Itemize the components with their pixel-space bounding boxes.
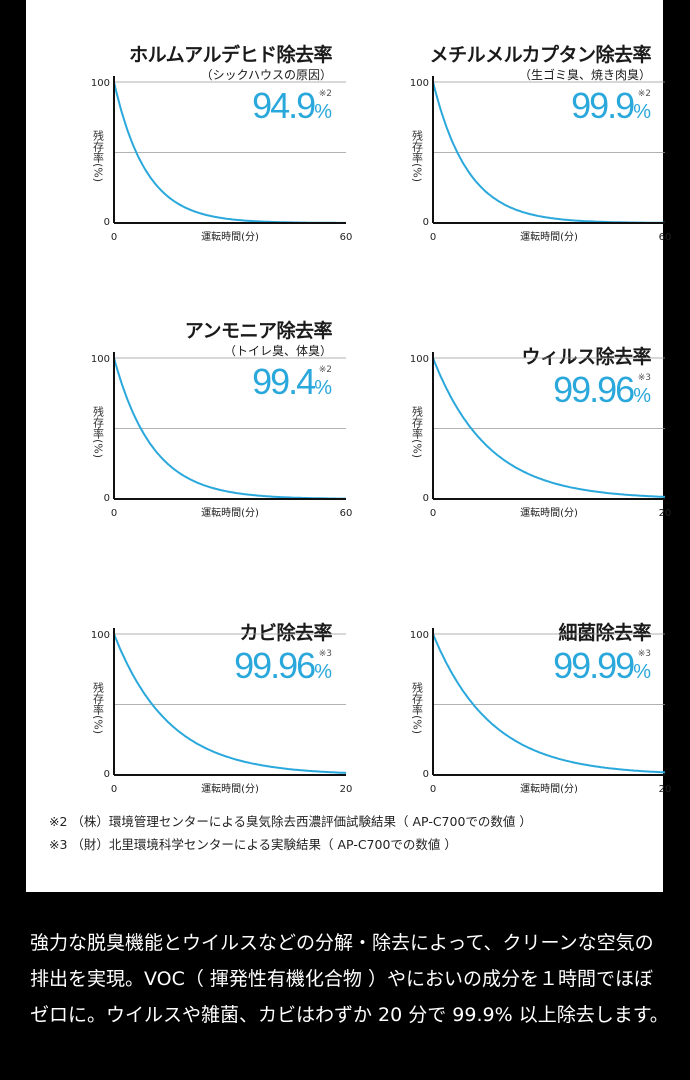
x-axis-label: 運転時間(分) — [201, 231, 259, 243]
rate-unit: % — [314, 101, 332, 123]
decay-plot: 100 00 20 運転時間(分) — [91, 628, 353, 795]
chart-methyl-mercaptan: メチルメルカプタン除去率 （生ゴミ臭、焼き肉臭） 99.9% ※2 残存率(%) 100 0… — [375, 40, 675, 300]
removal-rate-value: 99.9% ※2 — [571, 88, 651, 124]
y-axis-label: 残存率(%) — [91, 682, 105, 735]
rate-number: 99.96 — [553, 369, 635, 410]
decay-plot: 100 00 60 運転時間(分) — [91, 76, 353, 243]
chart-bacteria: 細菌除去率 99.99% ※3 残存率(%) 100 0 0 20 運転時間(分) — [375, 592, 675, 852]
x-tick-0: 0 — [111, 232, 117, 243]
rate-footnote-mark: ※2 — [637, 89, 651, 99]
decay-curve — [113, 633, 347, 774]
y-axis-label: 残存率(%) — [410, 406, 424, 459]
decay-plot: 100 00 60 運転時間(分) — [410, 76, 672, 243]
removal-rate-value: 99.96% ※3 — [553, 372, 651, 408]
chart-subtitle: （生ゴミ臭、焼き肉臭） — [518, 68, 651, 82]
x-tick-max: 60 — [340, 508, 353, 519]
removal-rate-value: 99.4% ※2 — [252, 364, 332, 400]
x-tick-0: 0 — [430, 508, 436, 519]
decay-plot: 100 00 60 運転時間(分) — [91, 352, 353, 519]
chart-title: ウィルス除去率 — [521, 346, 651, 368]
decay-plot: 100 00 20 運転時間(分) — [410, 352, 672, 519]
y-tick-0: 0 — [423, 769, 429, 780]
removal-rate-value: 94.9% ※2 — [252, 88, 332, 124]
chart-virus: ウィルス除去率 99.96% ※3 残存率(%) 100 0 0 20 運転時間(分) — [375, 316, 675, 576]
x-tick-max: 20 — [659, 508, 672, 519]
footnote-2: ※2 （株）環境管理センターによる臭気除去西濃評価試験結果（ AP-C700での… — [49, 814, 532, 829]
chart-title: メチルメルカプタン除去率 — [429, 44, 652, 66]
caption-text: 強力な脱臭機能とウイルスなどの分解・除去によって、クリーンな空気の排出を実現。V… — [30, 932, 669, 1026]
rate-number: 99.96 — [234, 645, 316, 686]
x-tick-0: 0 — [111, 784, 117, 795]
x-tick-max: 20 — [659, 784, 672, 795]
rate-number: 99.99 — [553, 645, 635, 686]
chart-subtitle: （シックハウスの原因） — [200, 68, 332, 82]
y-axis-label: 残存率(%) — [91, 406, 105, 459]
x-tick-0: 0 — [430, 784, 436, 795]
y-tick-100: 100 — [410, 630, 429, 641]
chart-mold: カビ除去率 99.96% ※3 残存率(%) 100 0 0 20 運転時間(分) — [56, 592, 356, 852]
y-tick-100: 100 — [91, 630, 110, 641]
y-axis-label: 残存率(%) — [91, 130, 105, 183]
rate-unit: % — [314, 661, 332, 683]
footnote-3: ※3 （財）北里環境科学センターによる実験結果（ AP-C700での数値 ） — [49, 837, 457, 852]
y-tick-0: 0 — [423, 217, 429, 228]
rate-number: 99.4 — [252, 361, 316, 402]
decay-plot: 100 00 20 運転時間(分) — [410, 628, 672, 795]
y-tick-0: 0 — [104, 493, 110, 504]
y-tick-0: 0 — [423, 493, 429, 504]
rate-unit: % — [633, 385, 651, 407]
rate-footnote-mark: ※2 — [318, 89, 332, 99]
x-axis-label: 運転時間(分) — [520, 783, 578, 795]
x-tick-max: 20 — [340, 784, 353, 795]
x-tick-max: 60 — [340, 232, 353, 243]
y-axis-label: 残存率(%) — [410, 682, 424, 735]
rate-unit: % — [633, 661, 651, 683]
y-tick-100: 100 — [91, 78, 110, 89]
chart-title: 細菌除去率 — [558, 622, 651, 644]
rate-footnote-mark: ※3 — [318, 649, 332, 659]
chart-formaldehyde: ホルムアルデヒド除去率 （シックハウスの原因） 94.9% ※2 残存率(%) 100 0 0… — [56, 40, 356, 300]
rate-number: 99.9 — [571, 85, 635, 126]
decay-curve — [432, 357, 666, 498]
y-tick-100: 100 — [410, 78, 429, 89]
decay-curve — [432, 633, 666, 774]
y-axis-label: 残存率(%) — [410, 130, 424, 183]
chart-title: カビ除去率 — [239, 622, 332, 644]
footnotes: ※2 （株）環境管理センターによる臭気除去西濃評価試験結果（ AP-C700での… — [49, 810, 532, 856]
chart-title: アンモニア除去率 — [184, 320, 333, 342]
x-axis-label: 運転時間(分) — [201, 783, 259, 795]
rate-number: 94.9 — [252, 85, 316, 126]
y-tick-0: 0 — [104, 217, 110, 228]
y-tick-0: 0 — [104, 769, 110, 780]
rate-unit: % — [314, 377, 332, 399]
x-axis-label: 運転時間(分) — [520, 507, 578, 519]
rate-unit: % — [633, 101, 651, 123]
x-tick-max: 60 — [659, 232, 672, 243]
x-axis-label: 運転時間(分) — [520, 231, 578, 243]
chart-title: ホルムアルデヒド除去率 — [129, 44, 332, 66]
y-tick-100: 100 — [91, 354, 110, 365]
rate-footnote-mark: ※2 — [318, 365, 332, 375]
chart-panel: ホルムアルデヒド除去率 （シックハウスの原因） 94.9% ※2 残存率(%) 100 0 0… — [26, 0, 671, 892]
removal-rate-value: 99.99% ※3 — [553, 648, 651, 684]
chart-ammonia: アンモニア除去率 （トイレ臭、体臭） 99.4% ※2 残存率(%) 100 0 0 60 運転時… — [56, 316, 356, 576]
x-axis-label: 運転時間(分) — [201, 507, 259, 519]
x-tick-0: 0 — [430, 232, 436, 243]
chart-subtitle: （トイレ臭、体臭） — [223, 344, 332, 358]
y-tick-100: 100 — [410, 354, 429, 365]
rate-footnote-mark: ※3 — [637, 373, 651, 383]
rate-footnote-mark: ※3 — [637, 649, 651, 659]
removal-rate-value: 99.96% ※3 — [234, 648, 332, 684]
x-tick-0: 0 — [111, 508, 117, 519]
